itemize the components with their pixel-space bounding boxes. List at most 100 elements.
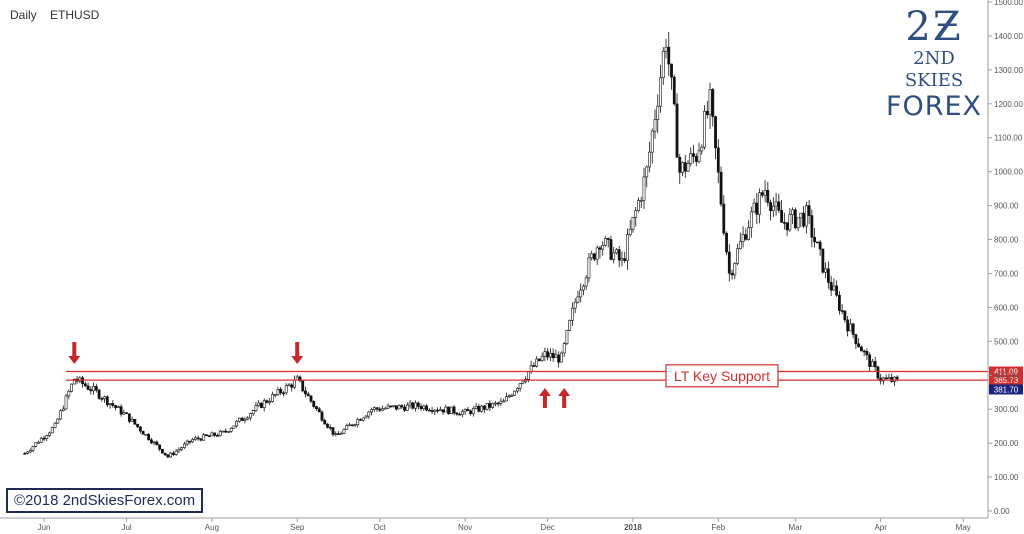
candle bbox=[639, 196, 643, 209]
candle bbox=[659, 64, 662, 113]
candle bbox=[722, 195, 726, 236]
candle bbox=[414, 400, 417, 412]
x-tick-label: Sep bbox=[290, 523, 305, 532]
candle bbox=[645, 165, 649, 188]
candle bbox=[480, 404, 484, 413]
candle bbox=[216, 433, 219, 437]
x-tick-label: Aug bbox=[205, 523, 219, 532]
candle bbox=[705, 100, 709, 119]
candle bbox=[42, 435, 46, 442]
candle bbox=[119, 404, 123, 417]
x-tick-label: Mar bbox=[788, 523, 802, 532]
candle bbox=[328, 424, 332, 431]
candle bbox=[766, 181, 770, 207]
candle bbox=[628, 219, 632, 237]
candle bbox=[538, 358, 541, 362]
logo-mark: 2Ƶ bbox=[905, 4, 963, 50]
candle bbox=[59, 409, 62, 421]
candle bbox=[171, 451, 175, 457]
candle bbox=[573, 298, 577, 314]
candle bbox=[568, 319, 572, 332]
candle bbox=[818, 239, 822, 256]
candle bbox=[160, 448, 164, 454]
candle bbox=[180, 446, 184, 451]
candle bbox=[821, 248, 825, 274]
candle bbox=[565, 329, 569, 345]
candle bbox=[515, 387, 519, 394]
candle bbox=[593, 252, 596, 261]
candle bbox=[576, 291, 580, 304]
candle bbox=[304, 386, 307, 398]
candle bbox=[617, 245, 621, 268]
candle bbox=[714, 115, 717, 160]
candle bbox=[692, 145, 695, 164]
candle bbox=[94, 383, 98, 393]
candle bbox=[273, 393, 277, 398]
arrow-up-icon bbox=[558, 388, 571, 408]
candle bbox=[590, 250, 594, 261]
candle bbox=[265, 399, 269, 404]
candle bbox=[609, 235, 613, 261]
candle bbox=[513, 390, 517, 396]
candle bbox=[218, 429, 222, 437]
candle bbox=[114, 405, 117, 411]
candle bbox=[758, 188, 761, 224]
candle bbox=[205, 434, 208, 437]
candle bbox=[493, 400, 497, 407]
symbol-label: ETHUSD bbox=[50, 8, 100, 22]
candle bbox=[370, 407, 373, 416]
candle bbox=[103, 395, 106, 403]
candle bbox=[477, 403, 481, 413]
candle bbox=[857, 338, 861, 348]
candle bbox=[342, 428, 346, 435]
candle bbox=[873, 356, 877, 371]
candle bbox=[865, 348, 869, 361]
candle bbox=[612, 246, 616, 264]
candle bbox=[306, 391, 310, 397]
candle bbox=[422, 404, 426, 412]
candle bbox=[419, 403, 423, 411]
candle bbox=[584, 275, 588, 290]
candle bbox=[177, 447, 181, 454]
candle bbox=[315, 405, 318, 411]
candle bbox=[686, 159, 690, 172]
candle bbox=[634, 207, 638, 227]
candle bbox=[301, 380, 305, 393]
candle bbox=[229, 427, 233, 433]
candle bbox=[232, 425, 236, 429]
candle bbox=[353, 423, 357, 428]
candle bbox=[716, 139, 720, 184]
candle bbox=[890, 373, 894, 383]
candle bbox=[108, 403, 112, 409]
candle bbox=[284, 383, 288, 396]
candle bbox=[158, 444, 162, 452]
candle bbox=[843, 310, 847, 323]
candle bbox=[637, 197, 640, 213]
candle bbox=[127, 413, 131, 424]
candle bbox=[851, 322, 855, 339]
candle bbox=[381, 405, 384, 411]
candle bbox=[130, 416, 134, 422]
candle bbox=[89, 386, 93, 395]
candle bbox=[334, 431, 338, 437]
y-tick-label: 1200.00 bbox=[994, 100, 1023, 109]
candle bbox=[893, 376, 896, 386]
candle bbox=[661, 47, 665, 86]
candle bbox=[210, 431, 214, 437]
candle bbox=[848, 318, 852, 332]
candle bbox=[111, 400, 115, 408]
candle bbox=[408, 399, 412, 409]
candle bbox=[780, 200, 783, 223]
candle bbox=[510, 393, 514, 397]
arrow-down-icon bbox=[68, 342, 81, 364]
candle bbox=[92, 382, 95, 395]
candle bbox=[744, 228, 748, 241]
candle bbox=[312, 400, 316, 409]
candle bbox=[747, 220, 750, 241]
candle bbox=[81, 375, 84, 388]
candle bbox=[549, 348, 552, 362]
candle bbox=[452, 404, 456, 416]
candle bbox=[34, 442, 38, 448]
candle bbox=[532, 362, 536, 367]
